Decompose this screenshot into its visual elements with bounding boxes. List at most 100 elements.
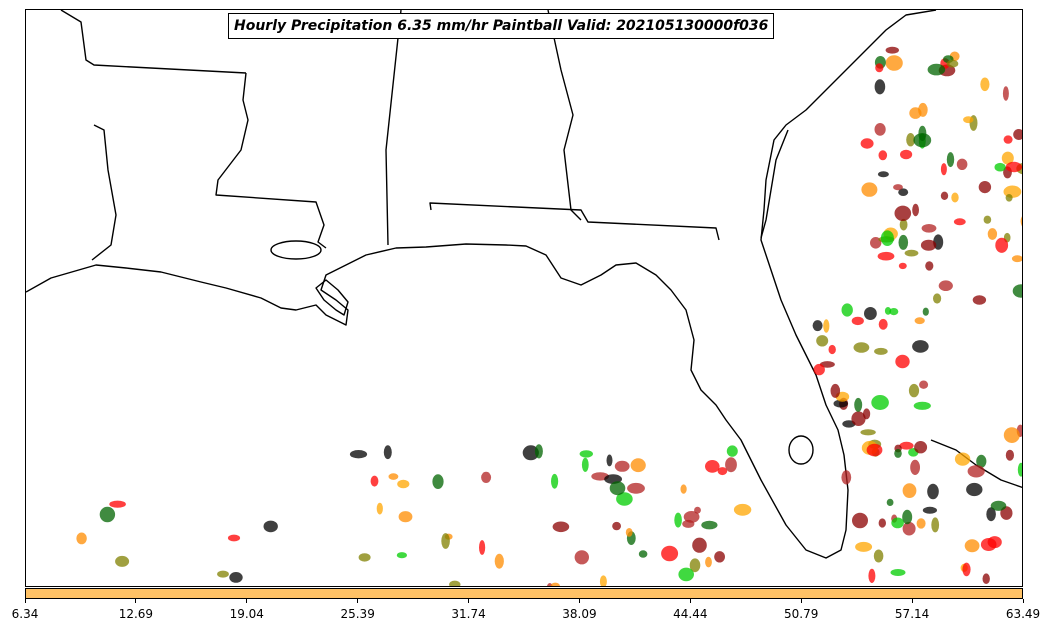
precip-blob bbox=[902, 509, 913, 525]
precip-blob bbox=[609, 481, 626, 496]
precip-blob bbox=[217, 570, 229, 578]
precip-blob bbox=[983, 215, 992, 224]
precip-blob bbox=[725, 457, 737, 473]
state-border-al-fl bbox=[429, 202, 720, 241]
precip-blob bbox=[606, 454, 613, 467]
precip-blob bbox=[919, 380, 929, 389]
precip-blob bbox=[900, 149, 913, 160]
precip-blob bbox=[894, 448, 902, 458]
precip-blob bbox=[902, 483, 917, 498]
precip-blob bbox=[854, 397, 863, 412]
precip-blob bbox=[358, 553, 371, 562]
colorbar-tick-label: 12.69 bbox=[118, 607, 154, 621]
colorbar-tick-label: 38.09 bbox=[562, 607, 597, 621]
precip-blob bbox=[966, 482, 983, 497]
precip-blob bbox=[689, 558, 701, 573]
state-border-la-tx bbox=[91, 124, 117, 261]
precip-blob bbox=[441, 533, 450, 549]
precip-blob bbox=[871, 395, 889, 410]
precip-blob bbox=[986, 507, 996, 522]
precip-blob bbox=[880, 230, 894, 246]
precip-blob bbox=[823, 319, 830, 333]
precip-blob bbox=[674, 512, 682, 528]
precip-blob bbox=[376, 502, 383, 515]
precip-blob bbox=[891, 517, 904, 529]
precip-blob bbox=[552, 521, 570, 533]
precip-blob bbox=[956, 158, 968, 170]
precip-blob bbox=[906, 133, 915, 147]
precip-blob bbox=[963, 116, 974, 124]
state-border-al-ga bbox=[547, 10, 582, 221]
precip-blob bbox=[579, 450, 593, 458]
precip-blob bbox=[889, 308, 899, 316]
precip-blob bbox=[1012, 284, 1022, 298]
map-title: Hourly Precipitation 6.35 mm/hr Paintbal… bbox=[228, 13, 775, 39]
precip-blob bbox=[833, 399, 848, 408]
precip-blob bbox=[853, 342, 870, 353]
precip-blob bbox=[982, 573, 990, 584]
precip-blob bbox=[980, 77, 990, 92]
state-border-la-ms bbox=[215, 72, 327, 249]
precip-blob bbox=[733, 503, 752, 516]
colorbar-tick bbox=[357, 599, 359, 603]
precip-blob bbox=[678, 567, 694, 582]
precip-blob bbox=[912, 340, 929, 353]
precip-blob bbox=[1020, 216, 1022, 227]
precip-blob bbox=[946, 59, 959, 68]
precip-blob bbox=[972, 295, 987, 305]
precip-blob bbox=[481, 471, 492, 483]
precip-blob bbox=[680, 484, 687, 494]
precip-blob bbox=[851, 411, 866, 427]
east-coast-ga bbox=[760, 129, 789, 239]
precip-blob bbox=[625, 528, 633, 537]
precip-blob bbox=[953, 218, 966, 226]
colorbar-tick bbox=[468, 599, 470, 603]
precip-paintballs bbox=[76, 46, 1022, 586]
precip-blob bbox=[1003, 135, 1013, 144]
precip-blob bbox=[432, 474, 444, 489]
precip-blob bbox=[899, 218, 908, 231]
precip-blob bbox=[349, 450, 368, 459]
precip-blob bbox=[987, 228, 998, 240]
precip-blob bbox=[851, 316, 864, 326]
lake-pontchartrain bbox=[270, 240, 322, 260]
precip-blob bbox=[717, 467, 728, 476]
precip-blob bbox=[705, 460, 720, 473]
precip-blob bbox=[616, 492, 633, 506]
precip-blob bbox=[99, 506, 116, 523]
precip-blob bbox=[860, 138, 874, 149]
keys bbox=[930, 439, 1022, 489]
precip-blob bbox=[927, 483, 939, 500]
precip-blob bbox=[396, 552, 407, 559]
colorbar-tick bbox=[911, 599, 913, 603]
precip-blob bbox=[76, 532, 87, 545]
precip-blob bbox=[534, 444, 543, 459]
colorbar bbox=[25, 588, 1023, 599]
precip-blob bbox=[913, 401, 931, 410]
precip-blob bbox=[229, 572, 243, 583]
lake-okeechobee bbox=[788, 435, 814, 465]
colorbar-tick bbox=[578, 599, 580, 603]
precip-blob bbox=[914, 441, 928, 454]
precip-blob bbox=[884, 307, 892, 315]
map-panel bbox=[25, 9, 1023, 587]
precip-blob bbox=[874, 123, 886, 136]
precip-blob bbox=[861, 182, 878, 197]
precip-blob bbox=[661, 545, 679, 562]
precip-blob bbox=[914, 317, 925, 325]
precip-blob bbox=[902, 521, 916, 536]
precip-blob bbox=[630, 458, 646, 473]
precip-blob bbox=[263, 520, 278, 533]
precip-blob bbox=[933, 293, 942, 304]
precip-blob bbox=[1001, 151, 1014, 165]
precip-blob bbox=[816, 335, 829, 347]
precip-blob bbox=[990, 500, 1007, 511]
precip-blob bbox=[614, 460, 630, 472]
precip-blob bbox=[890, 569, 906, 576]
precip-blob bbox=[964, 539, 980, 553]
precip-blob bbox=[913, 133, 932, 148]
precip-blob bbox=[574, 550, 589, 565]
precip-blob bbox=[705, 556, 712, 568]
precip-blob bbox=[860, 429, 876, 436]
precip-blob bbox=[1002, 86, 1009, 101]
